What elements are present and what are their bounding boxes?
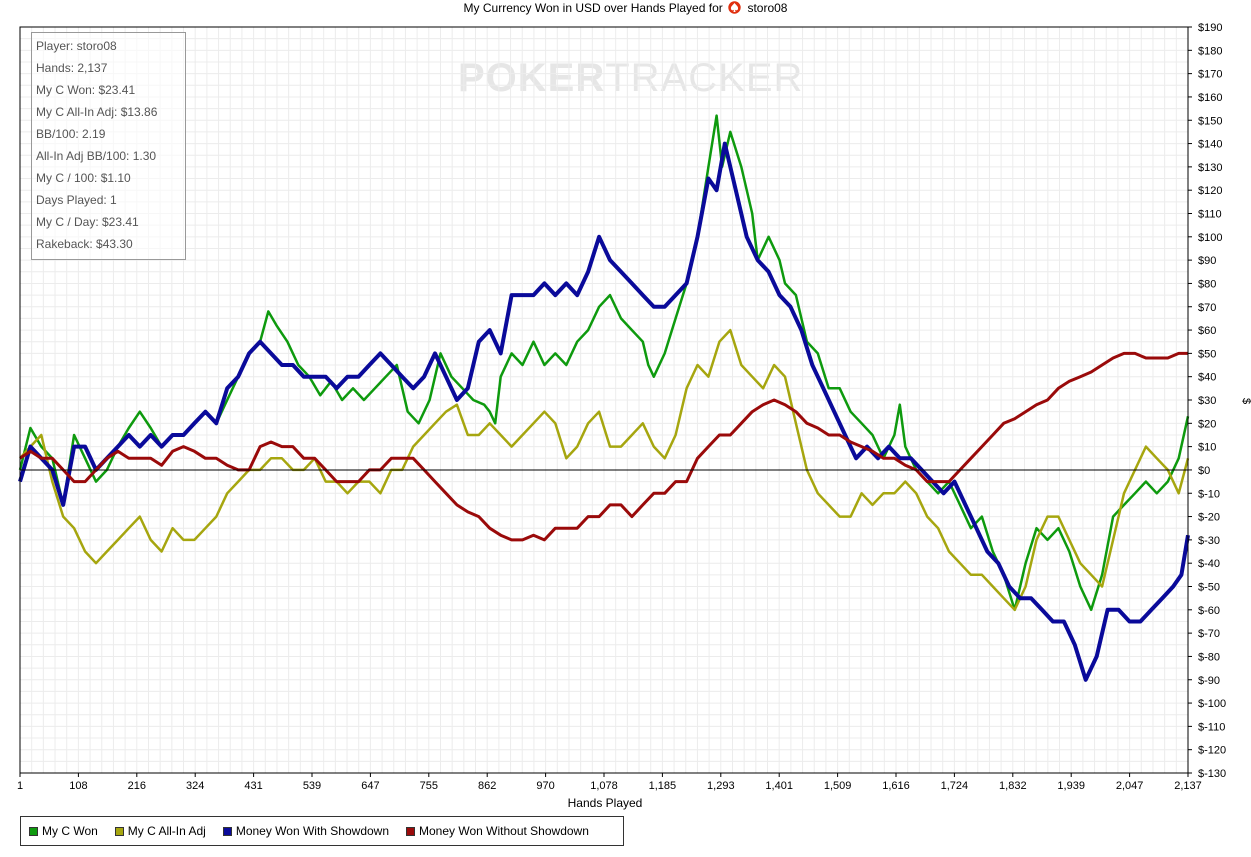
- x-tick-label: 1,724: [941, 780, 969, 792]
- x-tick-label: 1,401: [765, 780, 793, 792]
- y-tick-label: $80: [1198, 278, 1216, 290]
- y-tick-label: $90: [1198, 255, 1216, 267]
- x-tick-label: 2,137: [1174, 780, 1202, 792]
- y-tick-label: $-30: [1198, 535, 1220, 547]
- y-tick-label: $-10: [1198, 488, 1220, 500]
- stat-line: My C All-In Adj: $13.86: [36, 105, 158, 119]
- y-tick-label: $50: [1198, 348, 1216, 360]
- x-tick-label: 539: [303, 780, 321, 792]
- y-tick-label: $-120: [1198, 745, 1226, 757]
- legend-swatch: [406, 826, 416, 836]
- x-tick-label: 647: [361, 780, 379, 792]
- y-axis: $190 $180 $170 $160 $150 $140 $130 $120 $110 $100…: [1188, 22, 1226, 780]
- y-tick-label: $110: [1198, 209, 1222, 221]
- legend-label: Money Won Without Showdown: [419, 824, 589, 838]
- stat-line: All-In Adj BB/100: 1.30: [36, 149, 157, 163]
- watermark-part1: POKER: [458, 56, 606, 100]
- y-tick-label: $150: [1198, 115, 1222, 127]
- legend-item: Money Won With Showdown: [222, 824, 390, 838]
- y-tick-label: $30: [1198, 395, 1216, 407]
- y-tick-label: $-80: [1198, 651, 1220, 663]
- legend-label: Money Won With Showdown: [235, 824, 390, 838]
- y-tick-label: $-70: [1198, 628, 1220, 640]
- legend-swatch: [114, 826, 124, 836]
- y-tick-label: $0: [1198, 465, 1210, 477]
- player-stats-box: Player: storo08 Hands: 2,137 My C Won: $23…: [31, 32, 186, 260]
- y-tick-label: $-130: [1198, 768, 1226, 780]
- x-tick-label: 216: [128, 780, 146, 792]
- x-tick-label: 324: [186, 780, 204, 792]
- stat-line: Rakeback: $43.30: [36, 237, 133, 251]
- x-tick-label: 1,185: [649, 780, 677, 792]
- y-tick-label: $-110: [1198, 721, 1225, 733]
- legend-swatch: [222, 826, 232, 836]
- chart-series: [18, 114, 1190, 682]
- chart-title-text: My Currency Won in USD over Hands Played…: [463, 1, 723, 15]
- x-tick-label: 1,293: [707, 780, 735, 792]
- pokertracker-watermark: POKERTRACKER: [458, 56, 803, 101]
- series-line-my-c-all-in-adj: [19, 328, 1190, 612]
- series-line-money-won-with-showdown: [18, 141, 1190, 682]
- y-tick-label: $170: [1198, 69, 1222, 81]
- x-tick-label: 970: [536, 780, 554, 792]
- x-tick-label: 431: [244, 780, 262, 792]
- y-tick-label: $-50: [1198, 582, 1220, 594]
- y-tick-label: $10: [1198, 442, 1216, 454]
- watermark-part2: TRACKER: [605, 56, 804, 100]
- stat-line: Player: storo08: [36, 39, 117, 53]
- pokertracker-spade-icon: [728, 1, 741, 14]
- stat-line: Days Played: 1: [36, 193, 117, 207]
- x-tick-label: 1: [17, 780, 23, 792]
- y-tick-label: $140: [1198, 139, 1222, 151]
- y-axis-label: $: [1240, 398, 1251, 404]
- x-tick-label: 755: [420, 780, 438, 792]
- y-tick-label: $70: [1198, 302, 1216, 314]
- stat-line: Hands: 2,137: [36, 61, 108, 75]
- x-axis: 1 108 216 324 431 539 647 755 862 970 1,078 1,185 1,…: [17, 773, 1202, 792]
- legend-item: My C All-In Adj: [114, 824, 206, 838]
- series-line-my-c-won: [18, 114, 1190, 612]
- x-tick-label: 1,078: [590, 780, 618, 792]
- stat-line: My C / Day: $23.41: [36, 215, 139, 229]
- x-tick-label: 862: [478, 780, 496, 792]
- legend-item: My C Won: [29, 824, 98, 838]
- stat-line: BB/100: 2.19: [36, 127, 106, 141]
- legend-label: My C Won: [42, 824, 98, 838]
- y-tick-label: $40: [1198, 372, 1216, 384]
- y-tick-label: $130: [1198, 162, 1222, 174]
- x-tick-label: 1,509: [824, 780, 852, 792]
- x-axis-label: Hands Played: [568, 796, 643, 810]
- stat-line: My C Won: $23.41: [36, 83, 136, 97]
- x-tick-label: 2,047: [1116, 780, 1144, 792]
- y-tick-label: $190: [1198, 22, 1222, 34]
- stat-line: My C / 100: $1.10: [36, 171, 131, 185]
- y-tick-label: $-40: [1198, 558, 1220, 570]
- chart-title: My Currency Won in USD over Hands Played…: [0, 0, 1251, 16]
- x-tick-label: 108: [69, 780, 87, 792]
- x-tick-label: 1,939: [1057, 780, 1085, 792]
- y-tick-label: $-60: [1198, 605, 1220, 617]
- x-tick-label: 1,832: [999, 780, 1027, 792]
- chart-legend: My C Won My C All-In Adj Money Won With Sh…: [20, 816, 624, 846]
- legend-label: My C All-In Adj: [127, 824, 206, 838]
- x-tick-label: 1,616: [882, 780, 910, 792]
- y-tick-label: $120: [1198, 185, 1222, 197]
- series-line-money-won-without-showdown: [19, 351, 1188, 542]
- y-tick-label: $-90: [1198, 675, 1220, 687]
- chart-grid: [19, 26, 1189, 774]
- chart-title-player: storo08: [747, 1, 788, 15]
- y-tick-label: $160: [1198, 92, 1222, 104]
- y-tick-label: $60: [1198, 325, 1216, 337]
- legend-item: Money Won Without Showdown: [406, 824, 589, 838]
- y-tick-label: $-100: [1198, 698, 1226, 710]
- y-tick-label: $20: [1198, 418, 1216, 430]
- y-tick-label: $180: [1198, 45, 1222, 57]
- y-tick-label: $100: [1198, 232, 1222, 244]
- legend-swatch: [29, 826, 38, 836]
- y-tick-label: $-20: [1198, 512, 1220, 524]
